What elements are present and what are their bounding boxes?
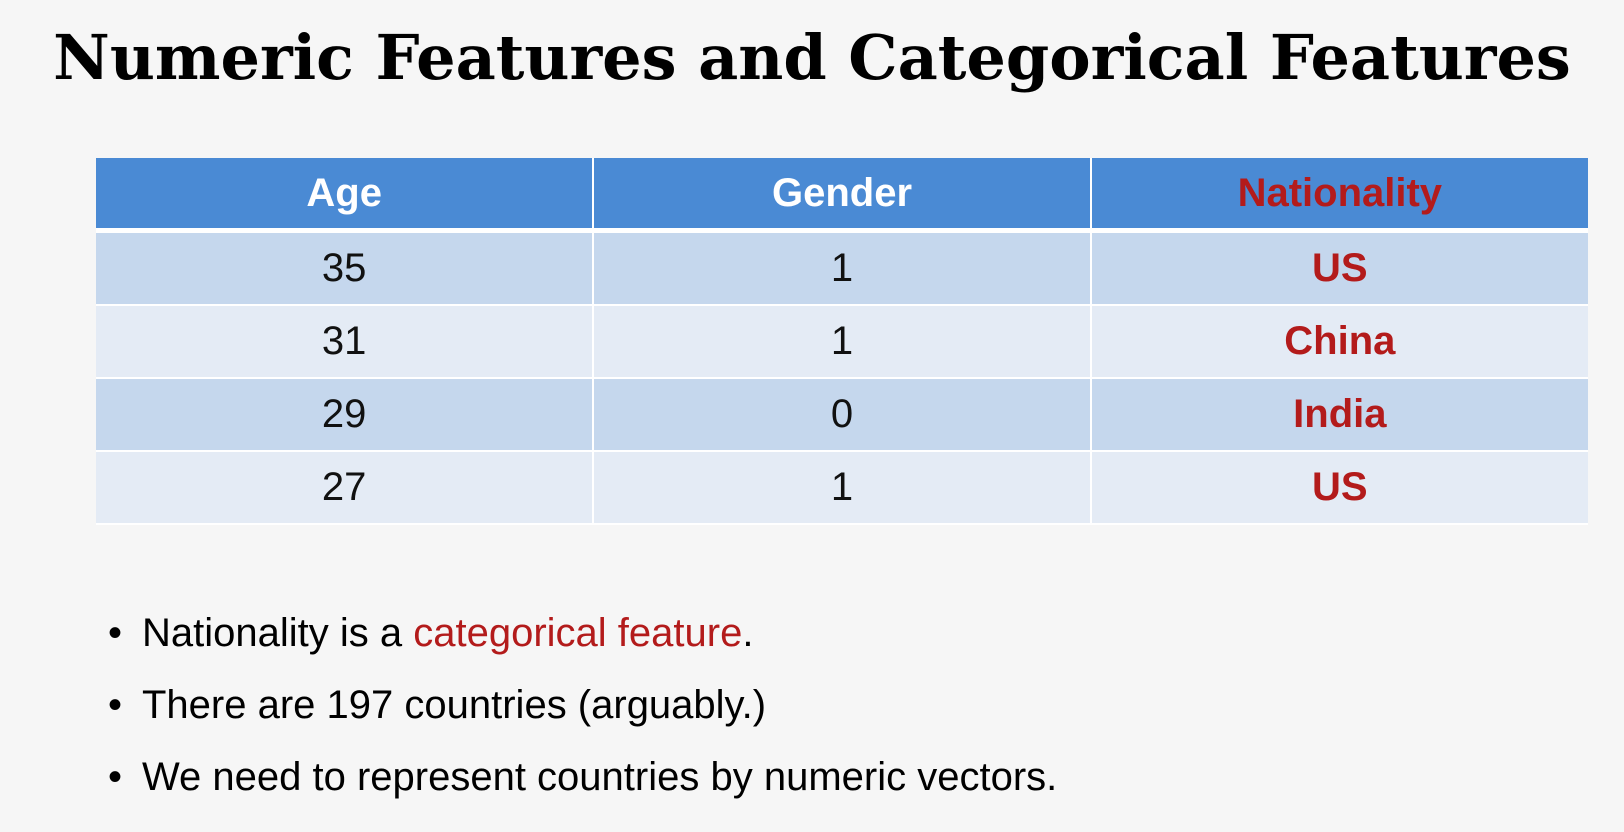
nationality-cell: India xyxy=(1090,378,1588,452)
table-header-row: Age Gender Nationality xyxy=(96,158,1588,233)
gender-cell: 1 xyxy=(593,305,1092,379)
column-header-gender: Gender xyxy=(593,158,1092,233)
nationality-cell: China xyxy=(1090,305,1588,379)
table-row: 27 1 US xyxy=(96,451,1588,525)
bullet-highlight: categorical feature xyxy=(413,611,743,655)
gender-cell: 1 xyxy=(593,451,1092,525)
bullet-list: • Nationality is a categorical feature. •… xyxy=(108,597,1057,813)
age-cell: 29 xyxy=(96,378,595,452)
feature-table: Age Gender Nationality 35 1 US 31 1 Chin… xyxy=(96,158,1588,525)
bullet-item-countries: • There are 197 countries (arguably.) xyxy=(108,669,1057,741)
age-cell: 27 xyxy=(96,451,595,525)
bullet-text: Nationality is a xyxy=(142,611,414,655)
bullet-dot-icon: • xyxy=(108,683,123,727)
gender-cell: 1 xyxy=(593,230,1092,306)
bullet-text: There are 197 countries (arguably.) xyxy=(142,683,767,727)
column-header-nationality: Nationality xyxy=(1090,158,1588,233)
bullet-text: We need to represent countries by numeri… xyxy=(142,755,1058,799)
nationality-cell: US xyxy=(1090,230,1588,306)
table-row: 29 0 India xyxy=(96,378,1588,452)
age-cell: 31 xyxy=(96,305,595,379)
bullet-dot-icon: • xyxy=(108,755,123,799)
bullet-text-end: . xyxy=(742,611,754,655)
table-row: 31 1 China xyxy=(96,305,1588,379)
bullet-item-categorical: • Nationality is a categorical feature. xyxy=(108,597,1057,669)
nationality-cell: US xyxy=(1090,451,1588,525)
gender-cell: 0 xyxy=(593,378,1092,452)
slide-title: Numeric Features and Categorical Feature… xyxy=(53,21,1571,94)
age-cell: 35 xyxy=(96,230,595,306)
bullet-item-vectors: • We need to represent countries by numer… xyxy=(108,741,1057,813)
table-row: 35 1 US xyxy=(96,230,1588,306)
column-header-age: Age xyxy=(96,158,595,233)
bullet-dot-icon: • xyxy=(108,611,123,655)
